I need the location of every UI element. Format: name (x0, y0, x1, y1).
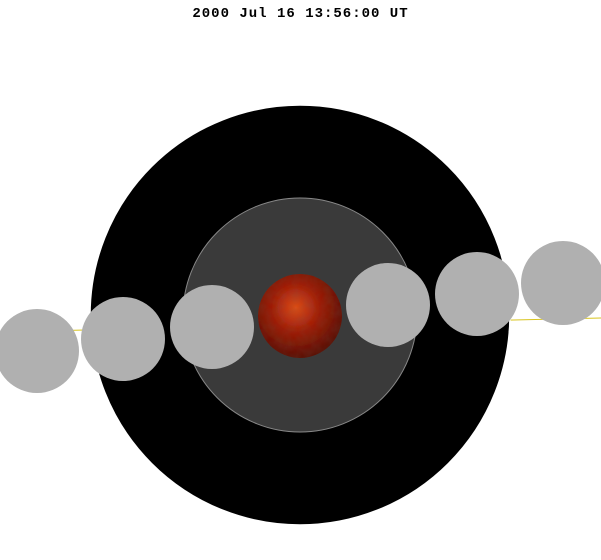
moon-position-gray (435, 252, 519, 336)
moon-position-gray (170, 285, 254, 369)
moon-position-gray (81, 297, 165, 381)
moon-position-gray (346, 263, 430, 347)
diagram-title: 2000 Jul 16 13:56:00 UT (0, 6, 601, 22)
moon-totality (258, 274, 342, 358)
eclipse-diagram (0, 0, 601, 560)
